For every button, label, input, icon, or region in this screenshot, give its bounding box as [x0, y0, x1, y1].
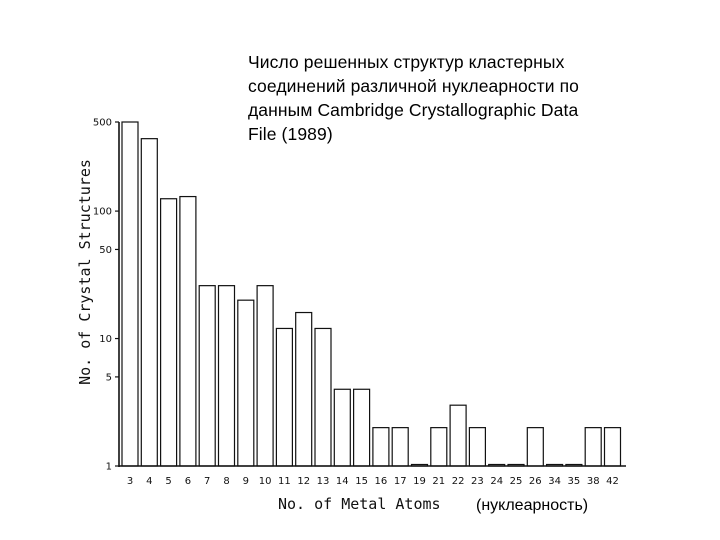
- y-tick-label: 1: [106, 462, 112, 473]
- x-tick-label: 14: [336, 476, 349, 487]
- chart-title-line: File (1989): [248, 124, 333, 144]
- x-tick-label: 6: [185, 476, 191, 487]
- x-tick-label: 13: [317, 476, 330, 487]
- x-tick-label: 26: [529, 476, 542, 487]
- bar-3: [121, 121, 139, 467]
- x-tick-label: 5: [165, 476, 171, 487]
- bar-5: [160, 198, 178, 467]
- x-axis-label: No. of Metal Atoms: [278, 495, 441, 513]
- x-tick-label: 21: [432, 476, 445, 487]
- x-tick-label: 10: [259, 476, 272, 487]
- x-tick-label: 15: [355, 476, 368, 487]
- x-tick-label: 11: [278, 476, 291, 487]
- y-tick-label: 5: [106, 372, 112, 383]
- y-tick-label: 100: [93, 207, 112, 218]
- x-tick-label: 24: [490, 476, 503, 487]
- bar-22: [449, 404, 467, 467]
- x-axis: 3 4 5 6 7 8 9 10 11 12 13 14 15 16 17 19 21 22 23 24 25 26 34 3…: [119, 465, 626, 487]
- y-tick-label: 50: [99, 245, 112, 256]
- chart-title-line: Число решенных структур кластерных: [248, 52, 565, 72]
- bars-group: [121, 121, 622, 467]
- bar-10: [256, 285, 274, 467]
- x-tick-label: 17: [394, 476, 407, 487]
- y-axis-label: No. of Crystal Structures: [76, 159, 94, 385]
- bar-38: [584, 427, 602, 467]
- bar-42: [603, 427, 622, 467]
- bar-9: [237, 299, 255, 467]
- y-tick-label: 500: [93, 118, 112, 129]
- bar-16: [372, 427, 390, 467]
- x-tick-label: 9: [243, 476, 249, 487]
- x-tick-label: 3: [127, 476, 133, 487]
- bar-8: [217, 285, 236, 467]
- x-tick-label: 8: [223, 476, 229, 487]
- x-tick-label: 25: [510, 476, 523, 487]
- x-tick-label: 16: [375, 476, 388, 487]
- x-tick-label: 34: [548, 476, 561, 487]
- bar-11: [275, 327, 293, 467]
- bar-7: [198, 285, 216, 467]
- y-tick-label: 10: [99, 334, 112, 345]
- x-tick-label: 42: [606, 476, 619, 487]
- bar-12: [295, 311, 313, 467]
- chart-title: Число решенных структур кластерных соеди…: [248, 50, 668, 146]
- bar-23: [468, 427, 486, 467]
- x-tick-label: 4: [146, 476, 152, 487]
- chart-title-line: данным Cambridge Crystallographic Data: [248, 100, 579, 120]
- x-tick-label: 22: [452, 476, 465, 487]
- bar-13: [314, 327, 332, 467]
- x-tick-label: 23: [471, 476, 484, 487]
- bar-15: [353, 388, 371, 467]
- x-tick-label: 35: [568, 476, 581, 487]
- bar-26: [526, 427, 544, 467]
- x-tick-label: 7: [204, 476, 210, 487]
- chart-title-line: соединений различной нуклеарности по: [248, 76, 580, 96]
- bar-4: [140, 138, 158, 467]
- x-tick-label: 38: [587, 476, 600, 487]
- x-tick-label: 12: [297, 476, 310, 487]
- y-axis: 1 5 10 50 100 500: [93, 118, 120, 473]
- x-axis-note: (нуклеарность): [476, 497, 589, 514]
- bar-14: [333, 388, 351, 467]
- bar-6: [179, 195, 197, 467]
- bar-17: [391, 427, 409, 467]
- x-tick-label: 19: [413, 476, 426, 487]
- bar-21: [430, 427, 448, 467]
